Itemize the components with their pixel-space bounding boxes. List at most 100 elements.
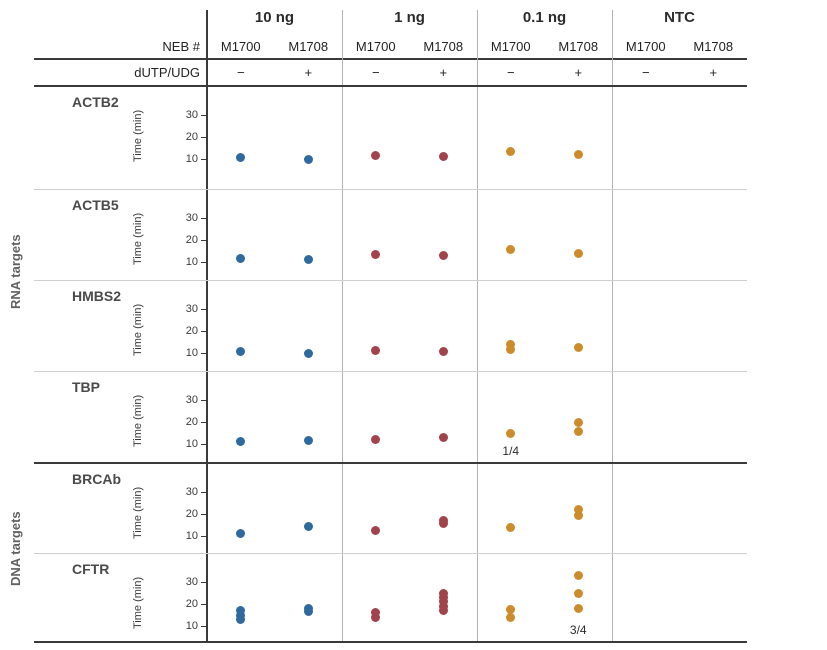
- y-tick-30: 30: [152, 486, 206, 498]
- data-point: [506, 605, 516, 614]
- y-tick-20: 20: [152, 234, 206, 246]
- y-tick-label: 10: [185, 153, 198, 165]
- row-group-label-dna-targets: DNA targets: [8, 511, 23, 587]
- neb-col-label-m1708: M1708: [288, 39, 329, 54]
- dutp-plus-sign: +: [304, 65, 313, 80]
- y-axis-label: Time (min): [132, 212, 144, 266]
- data-point: [506, 339, 516, 349]
- y-tick-label: 30: [185, 394, 198, 406]
- conc-header-01ng: 0.1 ng: [522, 9, 567, 26]
- y-tick-20: 20: [152, 508, 206, 520]
- y-tick-20: 20: [152, 325, 206, 337]
- conc-header-1ng: 1 ng: [394, 9, 425, 26]
- dutp-minus-sign: −: [236, 65, 245, 80]
- data-point: [506, 522, 516, 532]
- y-axis-label: Time (min): [132, 486, 144, 540]
- dutp-minus-sign: −: [641, 65, 650, 80]
- y-tick-10: 10: [152, 256, 206, 268]
- data-point: [438, 432, 448, 442]
- data-point: [303, 348, 313, 358]
- y-tick-label: 20: [185, 508, 198, 520]
- tick-mark: [201, 239, 206, 241]
- y-axis-label: Time (min): [132, 394, 144, 448]
- tick-mark: [201, 443, 206, 445]
- conc-header-10ng: 10 ng: [254, 9, 295, 26]
- data-point: [303, 607, 313, 617]
- data-point: [236, 347, 246, 357]
- data-point: [438, 519, 448, 529]
- data-point: [573, 417, 583, 427]
- replicate-count-note: 3/4: [569, 623, 587, 637]
- y-tick-label: 10: [185, 256, 198, 268]
- plot-row-actb2: ACTB2 Time (min) 30 20 10: [34, 87, 747, 189]
- y-tick-label: 10: [185, 530, 198, 542]
- dutp-minus-sign: −: [506, 65, 515, 80]
- dutp-plus-sign: +: [709, 65, 718, 80]
- neb-pair-01ng: M1700 M1708: [477, 39, 612, 54]
- tick-mark: [201, 330, 206, 332]
- data-point: [573, 248, 583, 258]
- y-tick-10: 10: [152, 620, 206, 632]
- plot-row-brcab: BRCAb Time (min) 30 20 10: [34, 462, 747, 553]
- target-label: ACTB2: [72, 94, 119, 110]
- tick-mark: [201, 491, 206, 493]
- tick-mark: [201, 535, 206, 537]
- y-tick-label: 20: [185, 234, 198, 246]
- neb-col-label-m1708: M1708: [558, 39, 599, 54]
- y-tick-30: 30: [152, 109, 206, 121]
- y-tick-30: 30: [152, 576, 206, 588]
- row-group-label-rna-targets: RNA targets: [8, 234, 23, 310]
- dutp-pair-ntc: − +: [612, 65, 747, 80]
- data-point: [236, 614, 246, 624]
- data-point: [573, 510, 583, 520]
- tick-mark: [201, 513, 206, 515]
- y-axis-line: [206, 10, 208, 641]
- data-point: [236, 254, 246, 264]
- y-tick-30: 30: [152, 394, 206, 406]
- y-tick-10: 10: [152, 530, 206, 542]
- tick-mark: [201, 625, 206, 627]
- y-tick-label: 10: [185, 347, 198, 359]
- data-point: [573, 603, 583, 613]
- neb-pair-10ng: M1700 M1708: [207, 39, 342, 54]
- neb-col-label-m1700: M1700: [355, 39, 396, 54]
- tick-mark: [201, 114, 206, 116]
- tick-mark: [201, 421, 206, 423]
- data-point: [506, 428, 516, 438]
- data-point: [303, 436, 313, 446]
- target-label: BRCAb: [72, 471, 121, 487]
- y-tick-label: 30: [185, 486, 198, 498]
- data-point: [371, 151, 381, 161]
- y-tick-label: 20: [185, 131, 198, 143]
- tick-mark: [201, 581, 206, 583]
- y-tick-label: 30: [185, 212, 198, 224]
- data-point: [506, 245, 516, 255]
- tick-mark: [201, 136, 206, 138]
- y-tick-label: 30: [185, 109, 198, 121]
- y-tick-10: 10: [152, 347, 206, 359]
- data-point: [506, 146, 516, 156]
- neb-row-label: NEB #: [162, 39, 200, 54]
- neb-col-label-m1708: M1708: [423, 39, 464, 54]
- conc-header-ntc: NTC: [664, 9, 695, 26]
- dutp-pair-01ng: − +: [477, 65, 612, 80]
- plot-row-cftr: CFTR Time (min) 30 20 10 3/4: [34, 553, 747, 641]
- y-tick-20: 20: [152, 416, 206, 428]
- dutp-plus-sign: +: [574, 65, 583, 80]
- target-label: HMBS2: [72, 288, 122, 304]
- data-point: [371, 526, 381, 535]
- neb-col-label-m1708: M1708: [693, 39, 734, 54]
- data-point: [438, 606, 448, 616]
- data-point: [371, 612, 381, 622]
- target-label: TBP: [72, 379, 100, 395]
- tick-mark: [201, 261, 206, 263]
- data-point: [438, 347, 448, 357]
- tick-mark: [201, 308, 206, 310]
- tick-mark: [201, 158, 206, 160]
- plot-row-tbp: TBP Time (min) 30 20 10 1/4: [34, 371, 747, 462]
- data-point: [573, 570, 583, 580]
- group-separator-line: [342, 10, 343, 641]
- tick-mark: [201, 603, 206, 605]
- y-axis-label: Time (min): [132, 576, 144, 630]
